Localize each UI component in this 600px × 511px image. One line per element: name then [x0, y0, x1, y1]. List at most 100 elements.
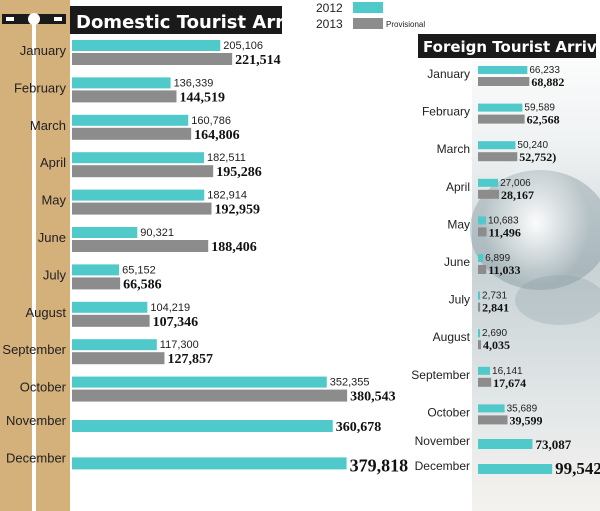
foreign-value-2013-february: 62,568 [527, 113, 560, 127]
domestic-value-2012-august: 104,219 [150, 302, 190, 314]
domestic-month-label-april: April [40, 155, 66, 170]
domestic-value-2013-june: 188,406 [211, 240, 256, 255]
foreign-value-2012-august: 2,690 [482, 328, 507, 339]
domestic-value-2012-june: 90,321 [140, 227, 174, 239]
foreign-value-2013-september: 17,674 [493, 376, 526, 390]
domestic-bar-2013-august [72, 314, 150, 327]
foreign-chart-title: Foreign Tourist Arrivals [423, 38, 600, 56]
foreign-bar-2013-may [478, 227, 487, 237]
foreign-month-label-january: January [427, 67, 470, 81]
domestic-bar-2012-october [72, 376, 327, 388]
foreign-bar-2012-june [478, 254, 484, 262]
domestic-value-2013-november: 360,678 [336, 420, 382, 435]
foreign-value-2012-june: 6,899 [485, 253, 510, 264]
domestic-month-label-june: June [38, 230, 66, 245]
foreign-value-2012-july: 2,731 [482, 291, 507, 302]
domestic-bar-2012-august [72, 301, 148, 313]
foreign-value-2013-june: 11,033 [488, 263, 520, 277]
foreign-month-label-april: April [446, 180, 470, 194]
domestic-value-2012-march: 160,786 [191, 115, 231, 127]
foreign-month-label-may: May [447, 217, 470, 231]
foreign-value-2012-november: 73,087 [535, 437, 571, 452]
foreign-month-label-june: June [444, 255, 470, 269]
foreign-value-2013-january: 68,882 [531, 75, 564, 89]
foreign-bar-2013-april [478, 189, 499, 199]
foreign-value-2013-october: 39,599 [510, 413, 543, 427]
foreign-month-label-october: October [427, 405, 470, 419]
foreign-month-label-february: February [422, 105, 470, 119]
domestic-bar-2013-july [72, 277, 121, 290]
foreign-month-label-december: December [415, 459, 470, 473]
foreign-bar-2012-may [478, 216, 486, 225]
domestic-bar-2013-january [72, 53, 233, 65]
foreign-bar-2012-december [478, 464, 553, 474]
foreign-bar-2013-september [478, 377, 492, 387]
foreign-bar-2012-march [478, 141, 516, 150]
domestic-bar-2012-may [72, 189, 205, 201]
foreign-month-label-september: September [411, 368, 470, 382]
domestic-bar-2012-june [72, 227, 138, 238]
foreign-month-label-november: November [415, 434, 470, 448]
domestic-value-2013-september: 127,857 [167, 352, 213, 367]
domestic-bar-2012-september [72, 339, 157, 351]
foreign-month-label-july: July [449, 293, 470, 307]
foreign-bar-2013-march [478, 152, 518, 162]
beach-background-image [470, 30, 600, 511]
domestic-value-2013-october: 380,543 [350, 390, 396, 405]
legend: 2012 2013 Provisional [316, 1, 425, 31]
domestic-value-2012-january: 205,106 [223, 40, 263, 52]
domestic-bar-2013-march [72, 127, 192, 140]
foreign-value-2013-april: 28,167 [501, 188, 534, 202]
legend-swatch-2013 [353, 18, 383, 29]
domestic-month-label-march: March [30, 118, 66, 133]
domestic-bar-2012-january [72, 40, 221, 51]
foreign-bar-2012-july [478, 291, 481, 300]
domestic-bar-2012-february [72, 77, 171, 89]
foreign-bar-2012-november [478, 439, 533, 449]
domestic-bar-2013-december [72, 457, 347, 470]
domestic-value-2013-may: 192,959 [215, 203, 260, 218]
domestic-bar-2013-june [72, 240, 209, 252]
foreign-value-2012-january: 66,233 [529, 65, 560, 76]
foreign-value-2013-may: 11,496 [489, 225, 521, 239]
domestic-month-label-july: July [43, 267, 67, 282]
foreign-value-2013-march: 52,752) [519, 150, 556, 164]
foreign-bar-2012-september [478, 366, 491, 375]
domestic-value-2013-march: 164,806 [194, 128, 240, 143]
domestic-sidebar [0, 0, 70, 511]
domestic-month-label-may: May [41, 193, 66, 208]
domestic-bar-2012-april [72, 152, 204, 164]
domestic-value-2012-april: 182,511 [207, 152, 246, 164]
foreign-value-2012-september: 16,141 [492, 366, 523, 377]
foreign-bar-2013-january [478, 77, 530, 86]
domestic-month-label-september: September [2, 342, 66, 357]
foreign-bar-2012-february [478, 103, 523, 112]
foreign-bar-2013-june [478, 265, 487, 274]
domestic-value-2013-july: 66,586 [123, 277, 162, 292]
domestic-bar-2012-july [72, 264, 120, 276]
foreign-bar-2013-august [478, 340, 482, 350]
domestic-value-2013-april: 195,286 [216, 165, 262, 180]
domestic-month-label-october: October [20, 380, 67, 395]
domestic-value-2013-december: 379,818 [350, 455, 409, 475]
foreign-value-2012-march: 50,240 [517, 140, 548, 151]
domestic-bar-2013-september [72, 352, 165, 365]
foreign-bar-2012-august [478, 329, 481, 338]
foreign-value-2012-may: 10,683 [488, 215, 519, 226]
domestic-chart-title: Domestic Tourist Arrivals [76, 12, 331, 33]
foreign-value-2012-october: 35,689 [507, 403, 538, 414]
domestic-value-2012-may: 182,914 [207, 190, 247, 202]
domestic-bar-2013-february [72, 90, 177, 103]
domestic-value-2013-january: 221,514 [235, 53, 280, 68]
domestic-value-2013-august: 107,346 [153, 315, 199, 330]
foreign-value-2013-august: 4,035 [483, 338, 510, 352]
foreign-value-2012-april: 27,006 [500, 178, 531, 189]
domestic-month-label-february: February [14, 80, 67, 95]
domestic-month-label-august: August [26, 305, 67, 320]
foreign-month-label-august: August [433, 330, 471, 344]
domestic-bar-2013-april [72, 165, 214, 178]
legend-provisional-note: Provisional [386, 20, 425, 29]
